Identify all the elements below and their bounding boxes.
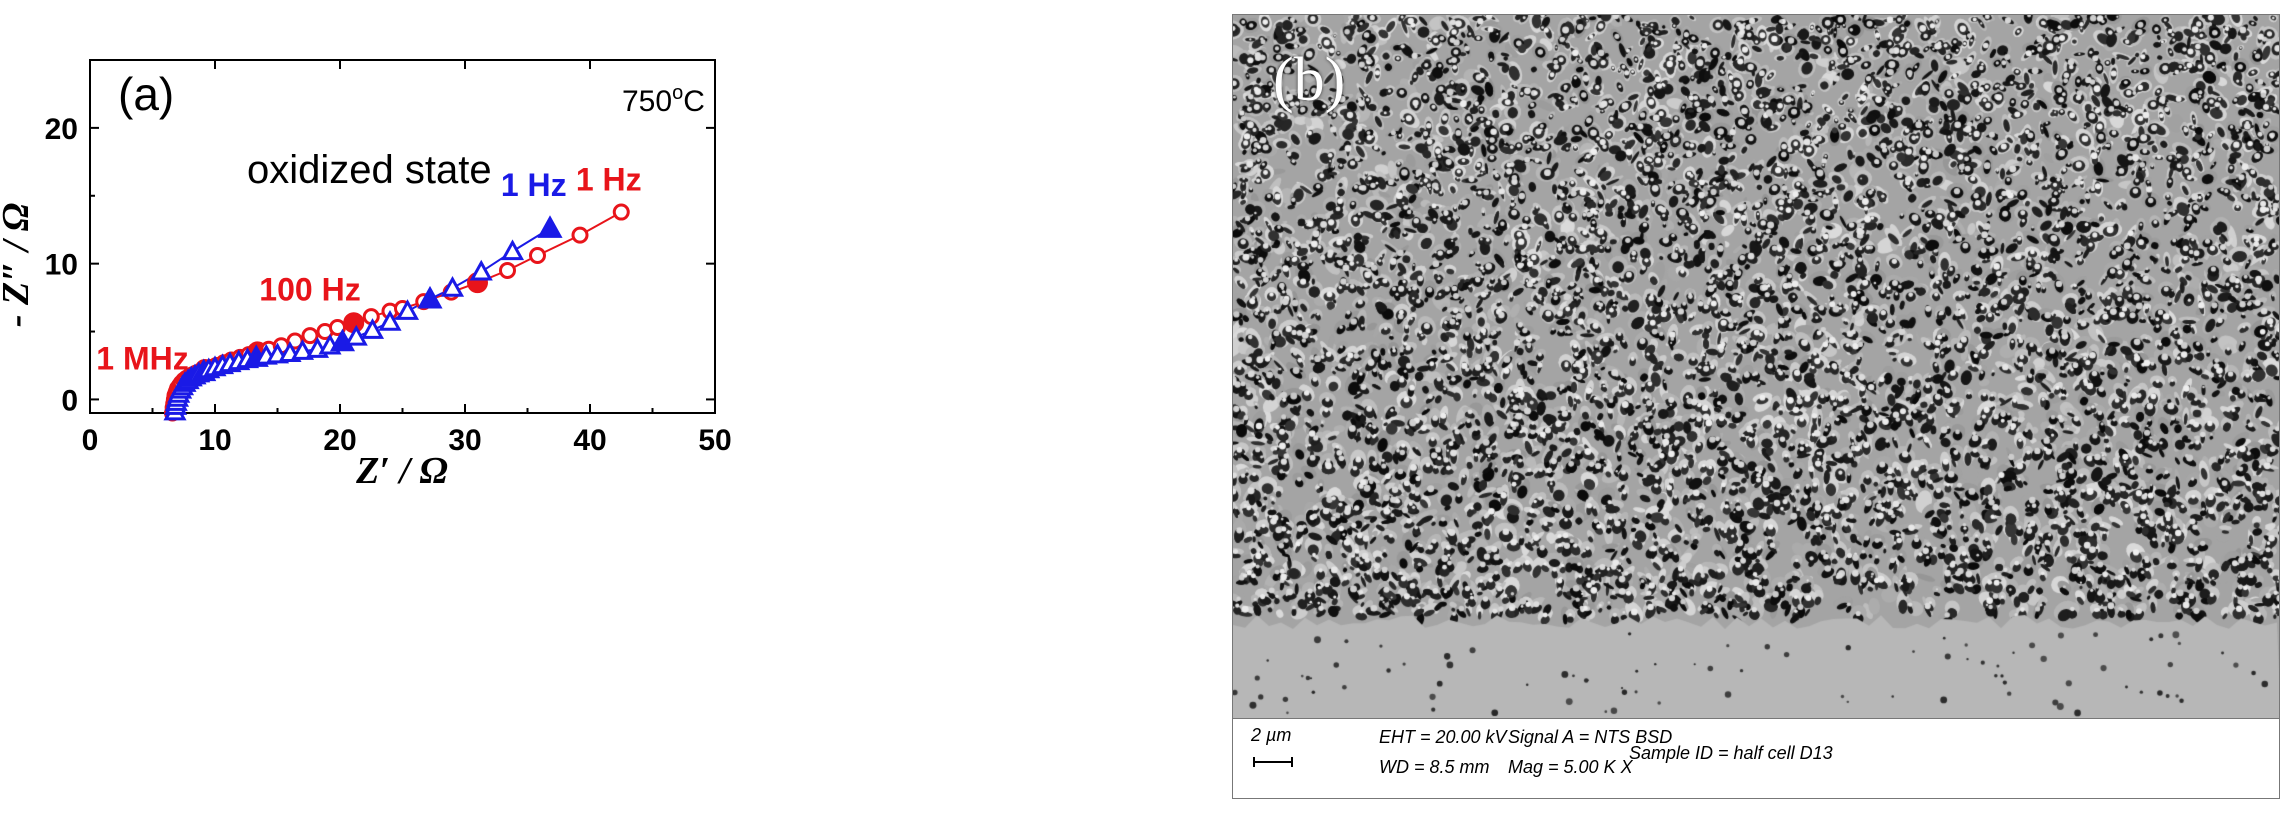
data-point-circle (301, 327, 319, 345)
impedance-chart: 0 10 20 30 40 50 0 10 20 1 MHz 100 Hz 1 Hz 1 Hz (a)… (0, 59, 732, 492)
state-label: oxidized state (247, 148, 492, 192)
mag-value: Mag = 5.00 K X (1508, 757, 1633, 777)
temperature-superscript: o (672, 82, 683, 104)
x-tick-label: 20 (323, 424, 356, 457)
sample-id: Sample ID = half cell D13 (1629, 743, 1833, 763)
sem-image-canvas (1233, 15, 2279, 718)
data-point-triangle (469, 259, 493, 281)
frequency-annotation: 100 Hz (259, 271, 360, 307)
frequency-annotation: 1 MHz (96, 341, 188, 377)
frequency-annotation: 1 Hz (501, 167, 567, 203)
data-point-triangle (290, 339, 315, 360)
data-point-circle (612, 203, 630, 221)
data-point-circle (343, 312, 365, 334)
frequency-annotation: 1 Hz (576, 161, 642, 197)
panel-label-a: (a) (118, 68, 174, 120)
data-point-triangle (417, 285, 443, 309)
eht-value: EHT = 20.00 kV (1379, 727, 1507, 747)
data-point-triangle (500, 239, 525, 261)
series-markers (163, 203, 630, 422)
x-axis-title: Z′ / Ω (355, 450, 448, 492)
x-tick-label: 30 (448, 424, 481, 457)
data-point-triangle (344, 324, 368, 346)
data-point-triangle (537, 215, 563, 238)
data-point-triangle (378, 309, 402, 331)
sem-micrograph: (b) 2 µm EHT = 20.00 kV WD = 8.5 mm Sign… (1232, 14, 2280, 799)
data-point-circle (571, 226, 589, 244)
y-tick-label: 20 (45, 113, 78, 146)
sem-data-bar: 2 µm EHT = 20.00 kV WD = 8.5 mm Signal A… (1233, 718, 2279, 798)
scale-bar (1253, 757, 1293, 767)
y-axis-title: - Z″ / Ω (0, 203, 37, 327)
annotations: 1 MHz 100 Hz 1 Hz 1 Hz (96, 161, 641, 376)
data-point-circle (529, 247, 546, 265)
temperature-value: 750 (622, 85, 672, 118)
data-point-triangle (360, 318, 385, 339)
y-tick-label: 10 (45, 249, 78, 282)
x-tick-label: 40 (573, 424, 606, 457)
data-point-triangle (440, 276, 465, 297)
x-tick-label: 10 (198, 424, 231, 457)
panel-label-b: (b) (1273, 46, 1346, 114)
signal-value: Signal A = NTS BSD (1508, 727, 1673, 747)
temperature-label: 750oC (622, 82, 705, 118)
x-tick-label: 50 (698, 424, 731, 457)
wd-value: WD = 8.5 mm (1379, 757, 1490, 777)
scale-label: 2 µm (1251, 725, 1292, 745)
temperature-unit: C (683, 85, 705, 118)
data-point-circle (499, 261, 516, 279)
tick-marks (89, 60, 716, 413)
y-tick-label: 0 (61, 384, 78, 417)
tick-labels: 0 10 20 30 40 50 0 10 20 (45, 113, 732, 457)
data-point-triangle (395, 299, 420, 320)
x-tick-label: 0 (82, 424, 99, 457)
